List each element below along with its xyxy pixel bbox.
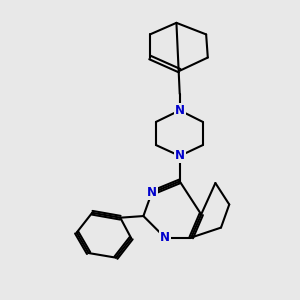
Text: N: N — [160, 231, 170, 244]
Text: N: N — [175, 104, 185, 117]
Text: N: N — [175, 149, 185, 162]
Text: N: N — [147, 186, 157, 200]
